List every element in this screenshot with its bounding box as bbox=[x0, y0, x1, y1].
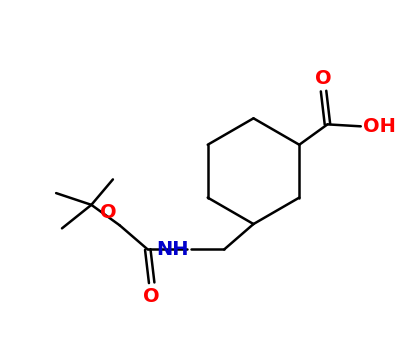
Text: O: O bbox=[100, 203, 116, 222]
Text: O: O bbox=[315, 69, 332, 88]
Text: NH: NH bbox=[157, 240, 189, 259]
Text: O: O bbox=[143, 287, 160, 306]
Text: OH: OH bbox=[363, 117, 396, 136]
